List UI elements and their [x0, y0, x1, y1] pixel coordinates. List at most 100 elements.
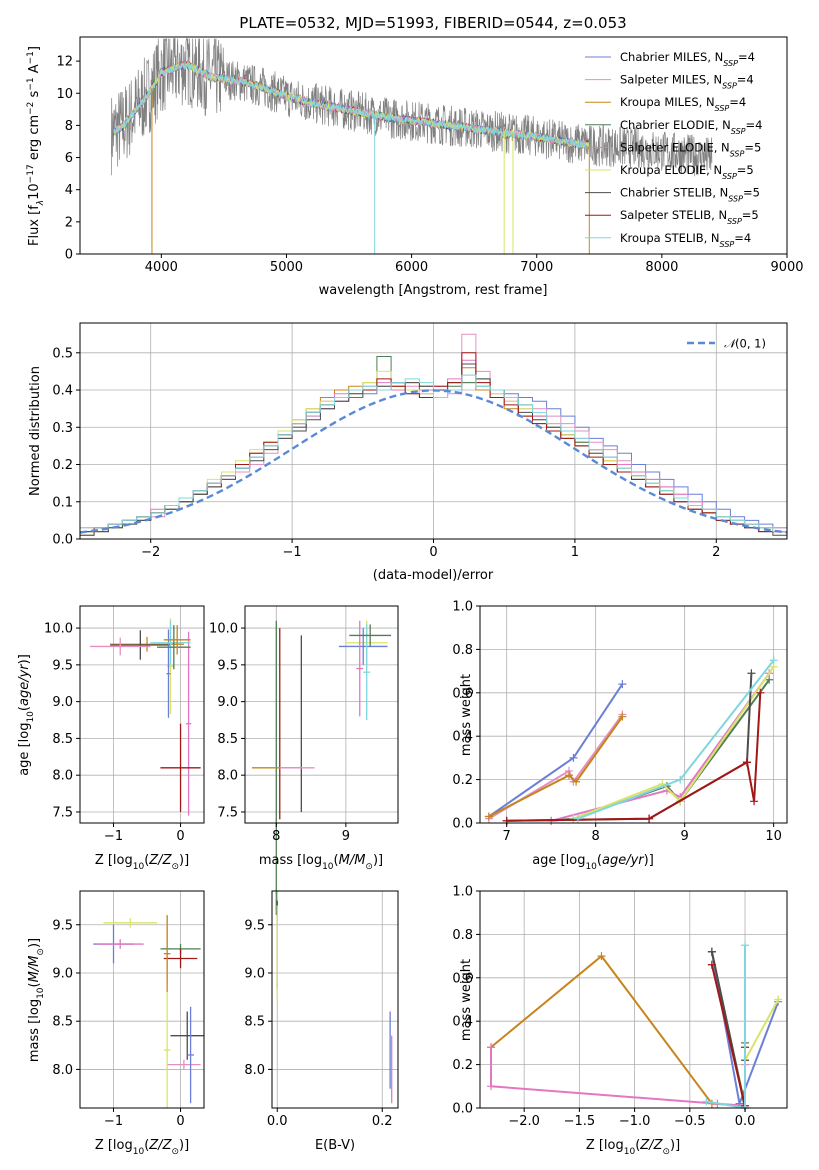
legend-name: Salpeter ELODIE, N [620, 140, 730, 154]
legend-sub: SSP [731, 126, 746, 135]
x-tick-label: 7 [503, 829, 511, 844]
weight-line [490, 954, 746, 1107]
y-tick-label: 8.5 [217, 732, 238, 747]
x-tick-label: 0.0 [735, 1114, 756, 1129]
weight-marker [484, 812, 493, 821]
legend-entry: Salpeter STELIB, NSSP=5 [620, 208, 759, 226]
label-part: ( [17, 706, 32, 711]
x-tick-label: −1 [104, 829, 123, 844]
x-tick-label: 0 [176, 1114, 184, 1129]
y-tick-label: 9.0 [52, 695, 73, 710]
axes-mass-vs-Z [80, 891, 204, 1108]
y-label-part: ] [27, 46, 42, 51]
weight-line [550, 672, 771, 822]
label-part: )] [179, 853, 189, 868]
label-part: age/yr [602, 853, 645, 868]
axes-frame [79, 605, 205, 824]
label-part: )] [670, 1138, 680, 1153]
x-axis-label: (data-model)/error [373, 568, 494, 583]
legend-n: =4 [737, 73, 754, 87]
x-axis-label: Z [log10(Z/Z⊙)] [95, 853, 189, 872]
weight-marker [487, 1043, 496, 1052]
legend-entry: Chabrier STELIB, NSSP=5 [620, 186, 760, 204]
axes-frame [79, 890, 205, 1109]
x-tick-label: −0.5 [674, 1114, 706, 1129]
axes-frame [79, 36, 788, 255]
label-part: 10 [133, 1147, 145, 1157]
y-tick-label: 9.5 [244, 918, 265, 933]
x-axis-label: Z [log10(Z/Z⊙)] [95, 1138, 189, 1157]
x-tick-label: −2 [141, 545, 160, 560]
label-part: age [log [532, 853, 585, 868]
label-part: Z [log [586, 1138, 624, 1153]
x-tick-label: 0.0 [267, 1114, 288, 1129]
gaussian-params: (0, 1) [735, 337, 766, 351]
gaussian-curve [79, 389, 788, 534]
x-tick-label: −1.5 [564, 1114, 596, 1129]
y-tick-label: 0.6 [452, 686, 473, 701]
legend-sub: SSP [720, 239, 735, 248]
x-tick-label: −1 [104, 1114, 123, 1129]
label-part: )] [644, 853, 654, 868]
label-part: M/M [339, 853, 366, 868]
y-axis-label: mass [log10(M/M⊙)] [27, 938, 46, 1062]
y-tick-label: 0.6 [452, 971, 473, 986]
y-tick-label: 0.4 [452, 730, 473, 745]
label-part: age [log [17, 723, 32, 776]
x-tick-label: −1 [283, 545, 302, 560]
y-tick-label: 9.5 [217, 658, 238, 673]
y-tick-label: 9.0 [244, 966, 265, 981]
y-axis-label: mass weight [459, 959, 474, 1041]
weight-marker [564, 771, 573, 780]
residual-histogram [80, 374, 787, 533]
y-tick-label: 4 [65, 183, 73, 198]
label-part: M/M [27, 956, 42, 983]
y-tick-label: 0.0 [452, 817, 473, 832]
weight-line [573, 666, 775, 820]
chart-title: PLATE=0532, MJD=51993, FIBERID=0544, z=0… [239, 14, 626, 32]
y-tick-label: 8.0 [52, 1063, 73, 1078]
legend-name: Salpeter STELIB, N [620, 208, 727, 222]
y-tick-label: 2 [65, 215, 73, 230]
legend-entry: Salpeter MILES, NSSP=4 [620, 73, 754, 91]
legend-sub: SSP [715, 104, 730, 113]
weight-marker [618, 680, 627, 689]
x-tick-label: 0 [176, 829, 184, 844]
legend-sub: SSP [722, 81, 737, 90]
legend-entry: Salpeter ELODIE, NSSP=5 [620, 140, 761, 158]
weight-marker [750, 797, 759, 806]
weight-marker [597, 952, 606, 961]
weight-marker [741, 941, 750, 950]
weight-marker [572, 777, 581, 786]
y-tick-label: 8.5 [52, 1015, 73, 1030]
y-axis-label: age [log10(age/yr)] [17, 654, 36, 776]
legend-n: =4 [746, 118, 763, 132]
axes-frame [271, 890, 399, 1109]
weight-marker [756, 688, 765, 697]
weight-line [551, 679, 771, 822]
x-axis-label: Z [log10(Z/Z⊙)] [586, 1138, 680, 1157]
label-part: 10 [585, 862, 597, 872]
y-tick-label: 0.3 [52, 421, 73, 436]
label-part: 10 [322, 862, 334, 872]
legend-n: =4 [738, 50, 755, 64]
y-tick-label: 8.5 [52, 732, 73, 747]
y-label-part: −1 [26, 77, 36, 90]
legend-n: =4 [734, 231, 751, 245]
label-part: ⊙ [171, 862, 179, 872]
y-tick-label: 0.2 [52, 458, 73, 473]
y-label-part: λ [36, 200, 46, 206]
axes-age-vs-mass [245, 606, 398, 823]
x-tick-label: −1.0 [619, 1114, 651, 1129]
y-tick-label: 9.5 [52, 658, 73, 673]
y-tick-label: 0.2 [452, 1058, 473, 1073]
label-part: ( [144, 1138, 149, 1153]
label-part: 10 [624, 1147, 636, 1157]
x-tick-label: 1 [571, 545, 579, 560]
label-part: Z/Z [148, 853, 172, 868]
legend-sub: SSP [727, 217, 742, 226]
weight-marker [645, 814, 654, 823]
legend-name: Chabrier ELODIE, N [620, 118, 731, 132]
x-axis-label: E(B-V) [315, 1138, 355, 1153]
